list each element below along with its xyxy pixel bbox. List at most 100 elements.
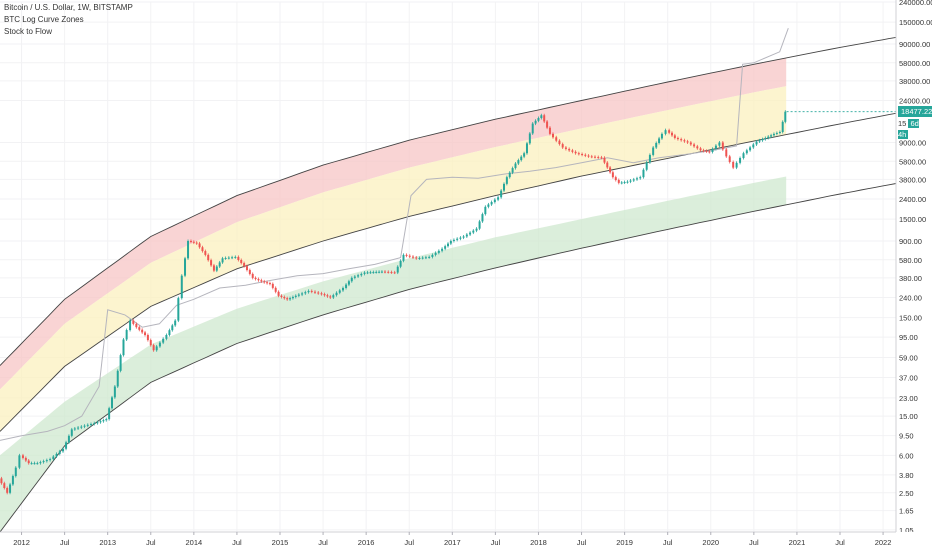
candle-body — [514, 163, 517, 169]
candle-body — [490, 202, 493, 205]
candle-body — [449, 240, 452, 244]
candle-body — [332, 295, 335, 298]
candle-body — [320, 293, 323, 295]
candle-body — [237, 256, 240, 260]
candle-body — [67, 435, 70, 443]
price-tick-label: 9.50 — [899, 432, 914, 441]
price-tick-label: 240.00 — [899, 294, 922, 303]
candle-body — [105, 419, 108, 421]
candle-body — [581, 154, 584, 156]
time-axis-background — [0, 532, 932, 550]
candle-body — [201, 247, 204, 252]
candle-body — [192, 241, 195, 243]
candle-body — [465, 234, 468, 237]
price-tick-label: 23.00 — [899, 394, 918, 403]
bar-countdown-badge: 15 6d 4h — [898, 118, 932, 139]
candle-body — [673, 135, 676, 138]
time-tick-label: 2013 — [99, 538, 116, 547]
candle-body — [135, 323, 138, 328]
candle-body — [33, 463, 36, 465]
legend-stock-to-flow[interactable]: Stock to Flow — [4, 27, 53, 36]
candle-body — [152, 345, 155, 351]
candle-body — [384, 271, 386, 273]
candle-body — [594, 156, 596, 158]
price-tick-label: 58000.00 — [899, 59, 930, 68]
candle-body — [680, 139, 683, 141]
candle-body — [402, 254, 405, 261]
candle-body — [505, 177, 508, 184]
candle-body — [415, 257, 418, 259]
candle-body — [263, 281, 266, 283]
candle-body — [412, 256, 414, 258]
candle-body — [456, 238, 459, 240]
price-axis[interactable]: 240000.00 150000.00 90000.00 58000.00 38000.… — [895, 0, 932, 550]
candle-body — [668, 130, 671, 133]
candle-body — [708, 151, 711, 153]
candle-body — [503, 183, 505, 191]
candle-body — [77, 427, 80, 429]
candle-body — [396, 266, 399, 273]
candle-body — [603, 157, 606, 163]
candle-body — [781, 121, 784, 132]
candle-body — [329, 296, 332, 298]
candle-body — [83, 425, 86, 427]
candle-body — [658, 138, 661, 143]
stock-to-flow-line — [0, 28, 789, 441]
candle-body — [6, 488, 9, 493]
candle-body — [353, 276, 356, 278]
candle-body — [584, 154, 587, 156]
candle-body — [770, 135, 773, 137]
candle-body — [304, 292, 307, 294]
candle-body — [317, 292, 320, 294]
price-tick-label: 1.05 — [899, 526, 914, 535]
time-tick-label: 2017 — [444, 538, 461, 547]
candle-body — [437, 250, 440, 253]
candle-body — [568, 148, 571, 151]
candle-body — [65, 442, 68, 449]
candle-body — [301, 293, 304, 295]
price-tick-label: 150000.00 — [899, 18, 932, 27]
candle-body — [55, 453, 58, 457]
candle-body — [21, 455, 24, 458]
time-axis[interactable]: 2012 Jul 2013 Jul 2014 Jul 2015 Jul 2016 Jul 2017 J… — [0, 531, 932, 550]
candle-body — [342, 287, 344, 291]
log-curve-lower — [0, 183, 897, 533]
countdown-prefix: 15 — [898, 119, 907, 128]
candle-body — [366, 272, 369, 274]
candle-body — [444, 246, 447, 249]
price-tick-label: 95.00 — [899, 333, 918, 342]
price-tick-label: 37.00 — [899, 374, 918, 383]
candle-body — [447, 243, 449, 247]
candle-body — [155, 346, 158, 351]
candle-body — [171, 325, 174, 331]
candle-body — [434, 252, 437, 255]
candle-body — [224, 257, 227, 259]
candle-body — [111, 397, 113, 409]
candle-body — [428, 256, 431, 258]
candle-body — [350, 277, 353, 282]
green-zone — [0, 176, 787, 532]
candle-body — [62, 448, 64, 452]
candle-body — [636, 178, 638, 180]
candle-body — [234, 256, 237, 258]
candle-body — [767, 136, 770, 138]
legend-log-curve-zones[interactable]: BTC Log Curve Zones — [4, 15, 84, 24]
candle-body — [393, 272, 396, 274]
candle-body — [291, 296, 294, 299]
candle-body — [294, 295, 297, 297]
candle-body — [620, 182, 623, 184]
candle-body — [323, 294, 326, 296]
candle-body — [725, 149, 728, 157]
candle-body — [508, 172, 511, 178]
candle-body — [611, 172, 614, 178]
price-tick-label: 1500.00 — [899, 215, 926, 224]
candle-body — [517, 160, 520, 164]
candle-body — [441, 248, 444, 251]
log-curve-zones — [0, 57, 787, 532]
candle-body — [561, 144, 564, 148]
candle-body — [543, 115, 546, 122]
price-tick-label: 38000.00 — [899, 77, 930, 86]
candle-body — [11, 476, 14, 485]
candle-body — [149, 340, 152, 346]
